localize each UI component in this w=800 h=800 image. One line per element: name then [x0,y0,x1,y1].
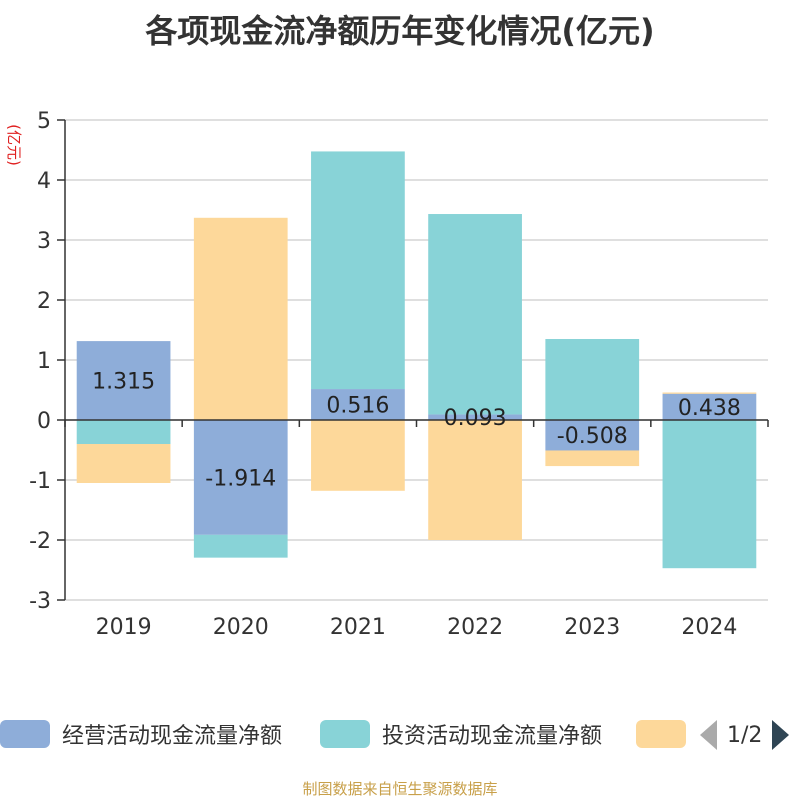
bar-2021-series-1[interactable] [311,151,405,390]
legend-pager: 1/2 [700,720,790,750]
bar-2019-series-0[interactable] [76,341,171,420]
source-note: 制图数据来自恒生聚源数据库 [302,780,498,798]
legend-swatch [636,720,686,748]
legend-label: 投资活动现金流量净额 [382,724,603,749]
bar-group [76,151,757,569]
bar-2020-series-2[interactable] [193,217,288,420]
bar-2019-series-1[interactable] [76,420,171,444]
y-tick-label: 1 [37,349,51,374]
bar-2023-series-2[interactable] [545,450,640,467]
bar-2023-series-0[interactable] [545,420,640,451]
bar-2021-series-0[interactable] [311,389,405,420]
chevron-right-icon[interactable] [772,720,790,750]
chart-title: 各项现金流净额历年变化情况(亿元) [145,12,655,50]
y-tick-label: -2 [29,529,51,554]
x-tick-label: 2023 [564,615,620,640]
x-tick-label: 2024 [681,615,737,640]
axes: -3 -2 -1 0 1 2 3 4 5 2019 2020 2021 2022 2023 2024 [29,109,769,640]
y-tick-label: 0 [37,409,51,434]
legend-item-financing[interactable] [636,720,698,748]
y-tick-label: 2 [37,289,51,314]
bar-2024-series-1[interactable] [662,420,757,569]
y-tick-label: -3 [29,589,51,614]
y-tick-label: 3 [37,229,51,254]
bar-2022-series-2[interactable] [428,420,522,540]
chevron-left-icon[interactable] [700,720,717,750]
y-tick-label: 5 [37,109,51,134]
bar-2022-series-0[interactable] [428,414,522,420]
legend-item-investing[interactable]: 投资活动现金流量净额 [320,720,603,749]
data-labels: 1.315 -1.914 0.516 0.093 -0.508 0.438 [92,370,741,492]
x-tick-label: 2020 [213,615,269,640]
x-tick-label: 2021 [330,615,386,640]
legend-swatch [0,720,50,748]
y-tick-label: 4 [37,169,51,194]
data-label: 0.438 [678,396,741,421]
legend-label: 经营活动现金流量净额 [62,724,283,749]
bar-2024-series-2[interactable] [662,392,757,394]
data-label: 1.315 [92,370,155,395]
data-label: -1.914 [205,466,276,491]
bar-2020-series-0[interactable] [193,420,288,535]
y-tick-label: -1 [29,469,51,494]
bar-2019-series-2[interactable] [76,444,171,483]
legend-swatch [320,720,370,748]
y-axis-label: (亿元) [5,124,23,166]
legend-item-operating[interactable]: 经营活动现金流量净额 [0,720,283,749]
bar-2022-series-1[interactable] [428,214,522,415]
bar-2020-series-1[interactable] [193,534,288,558]
bar-2023-series-1[interactable] [545,339,640,420]
bar-2024-series-0[interactable] [662,393,757,420]
data-label: -0.508 [557,424,628,449]
x-tick-label: 2019 [96,615,152,640]
x-tick-label: 2022 [447,615,503,640]
legend: 经营活动现金流量净额 投资活动现金流量净额 1/2 [0,712,800,756]
legend-page-indicator: 1/2 [727,722,763,748]
bar-2021-series-2[interactable] [311,420,405,491]
data-label: 0.516 [326,394,389,419]
data-label: 0.093 [444,406,507,431]
